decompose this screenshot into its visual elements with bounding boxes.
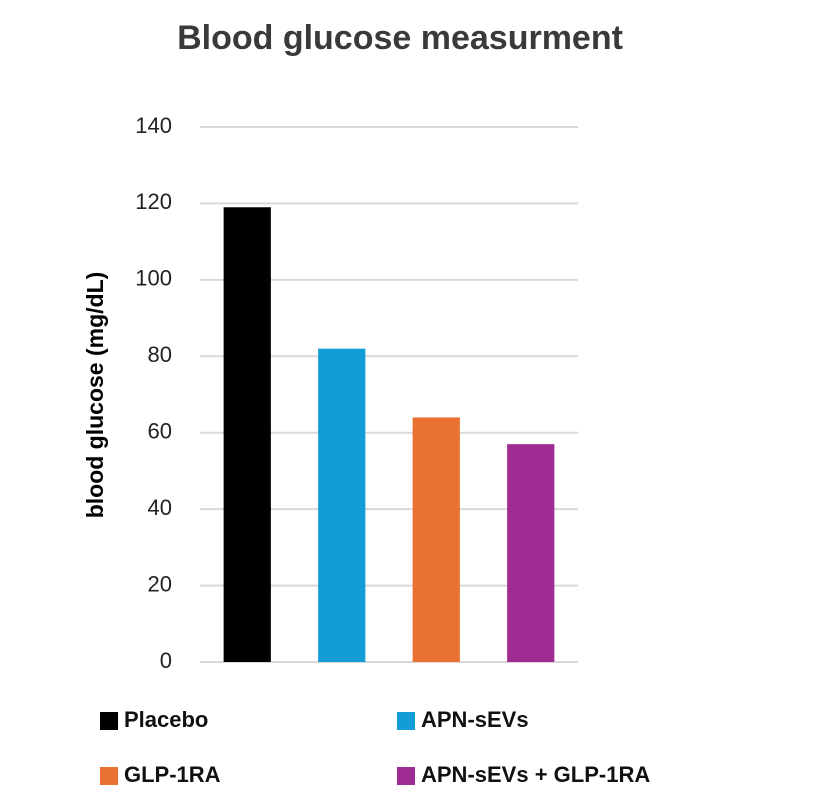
chart-title: Blood glucose measurment: [177, 19, 623, 57]
y-axis-label: blood glucose (mg/dL): [82, 272, 108, 519]
legend-swatch: [100, 712, 118, 730]
y-tick-label: 0: [160, 648, 172, 673]
legend-swatch: [100, 767, 118, 785]
bar: [318, 348, 366, 662]
y-tick-label: 100: [135, 266, 172, 291]
legend-label: Placebo: [124, 707, 208, 732]
bar: [412, 417, 460, 662]
legend-label: APN-sEVs + GLP-1RA: [421, 762, 650, 787]
legend-label: GLP-1RA: [124, 762, 221, 787]
legend-swatch: [397, 767, 415, 785]
legend-swatch: [397, 712, 415, 730]
bar: [507, 444, 555, 662]
legend-label: APN-sEVs: [421, 707, 529, 732]
y-tick-label: 20: [148, 571, 172, 596]
y-tick-label: 120: [135, 189, 172, 214]
y-tick-label: 40: [148, 495, 172, 520]
y-tick-label: 60: [148, 419, 172, 444]
y-tick-label: 140: [135, 113, 172, 138]
bar: [223, 207, 271, 662]
y-tick-label: 80: [148, 342, 172, 367]
